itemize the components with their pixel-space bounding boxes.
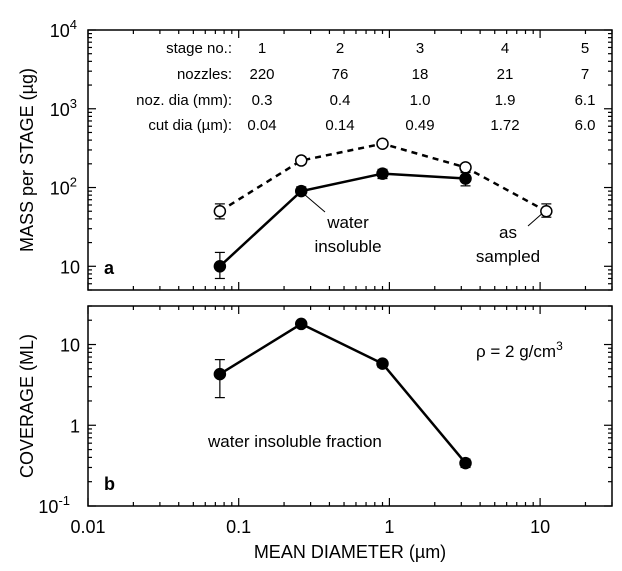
data-point-filled (376, 357, 389, 370)
data-point-filled (213, 260, 227, 273)
table-cell: 0.04 (247, 117, 276, 134)
table-cell: 1.9 (495, 92, 516, 109)
panel-a-label: a (104, 258, 115, 278)
table-cell: 18 (412, 66, 429, 83)
table-cell: 76 (332, 66, 349, 83)
table-row-label: cut dia (µm): (148, 117, 232, 134)
table-cell: 1.72 (490, 117, 519, 134)
y-tick-label: 103 (50, 96, 77, 120)
data-point-filled (459, 456, 472, 470)
annotation-leader (304, 194, 326, 213)
water-insoluble-annotation: water (326, 213, 369, 232)
panel-a-series: water insoluble as sampled (213, 137, 553, 280)
table-cell: 1.0 (410, 92, 431, 109)
data-point-filled (213, 367, 227, 381)
panel-b-label: b (104, 474, 115, 494)
y-tick-label: 1 (70, 416, 80, 436)
data-point-filled (294, 317, 308, 331)
table-cell: 0.3 (252, 92, 273, 109)
x-axis-label: MEAN DIAMETER (µm) (254, 542, 446, 562)
y-tick-label: 10 (60, 336, 80, 356)
panel-b-ylabel: COVERAGE (ML) (17, 334, 37, 478)
as-sampled-annotation: as (499, 223, 517, 242)
series-line (219, 322, 467, 464)
table-cell: 6.1 (575, 92, 596, 109)
table-cell: 4 (501, 40, 509, 57)
water-insoluble-annotation: insoluble (314, 237, 381, 256)
y-tick-label: 10-1 (38, 493, 70, 517)
table-cell: 21 (497, 66, 514, 83)
table-cell: 0.14 (325, 117, 354, 134)
panel-b-ticks: 0.01 0.1 1 10 10-1 1 10 (38, 305, 613, 537)
panel-b-frame (87, 305, 613, 507)
y-tick-label: 10 (60, 257, 80, 277)
panel-b: 0.01 0.1 1 10 10-1 1 10 b COVERAGE (ML) water … (17, 305, 613, 562)
as-sampled-annotation: sampled (476, 247, 540, 266)
y-tick-label: 102 (50, 175, 77, 199)
density-annotation: ρ = 2 g/cm3 (476, 339, 563, 361)
x-tick-label: 1 (384, 517, 394, 537)
data-point-filled (294, 184, 308, 198)
data-point-filled (459, 172, 472, 185)
series-line (219, 172, 466, 268)
table-cell: 0.4 (330, 92, 351, 109)
annotation-leader (527, 213, 542, 227)
table-row-label: stage no.: (166, 40, 232, 57)
x-tick-label: 0.01 (70, 517, 105, 537)
data-point-open (376, 137, 389, 150)
panel-b-series (213, 317, 472, 470)
data-point-open (540, 204, 553, 218)
table-row-label: nozzles: (177, 66, 232, 83)
panel-a-ylabel: MASS per STAGE (µg) (17, 68, 37, 252)
table-cell: 6.0 (575, 117, 596, 134)
table-row-label: noz. dia (mm): (136, 92, 232, 109)
table-cell: 0.49 (405, 117, 434, 134)
table-cell: 5 (581, 40, 589, 57)
panel-a-frame (87, 29, 613, 291)
fraction-annotation: water insoluble fraction (207, 432, 382, 451)
panel-a-ticks: 10 102 103 104 (50, 17, 613, 291)
data-point-filled (376, 167, 389, 180)
table-cell: 1 (258, 40, 266, 57)
stage-table: stage no.: 1 2 3 4 5 nozzles: 220 76 18 21 7 noz. di… (136, 40, 595, 134)
y-tick-label: 104 (50, 17, 77, 41)
table-cell: 7 (581, 66, 589, 83)
table-cell: 220 (249, 66, 274, 83)
data-point-open (294, 154, 308, 167)
table-cell: 3 (416, 40, 424, 57)
data-point-open (459, 161, 472, 174)
x-tick-label: 0.1 (226, 517, 251, 537)
data-point-open (213, 204, 227, 218)
x-tick-label: 10 (530, 517, 550, 537)
table-cell: 2 (336, 40, 344, 57)
